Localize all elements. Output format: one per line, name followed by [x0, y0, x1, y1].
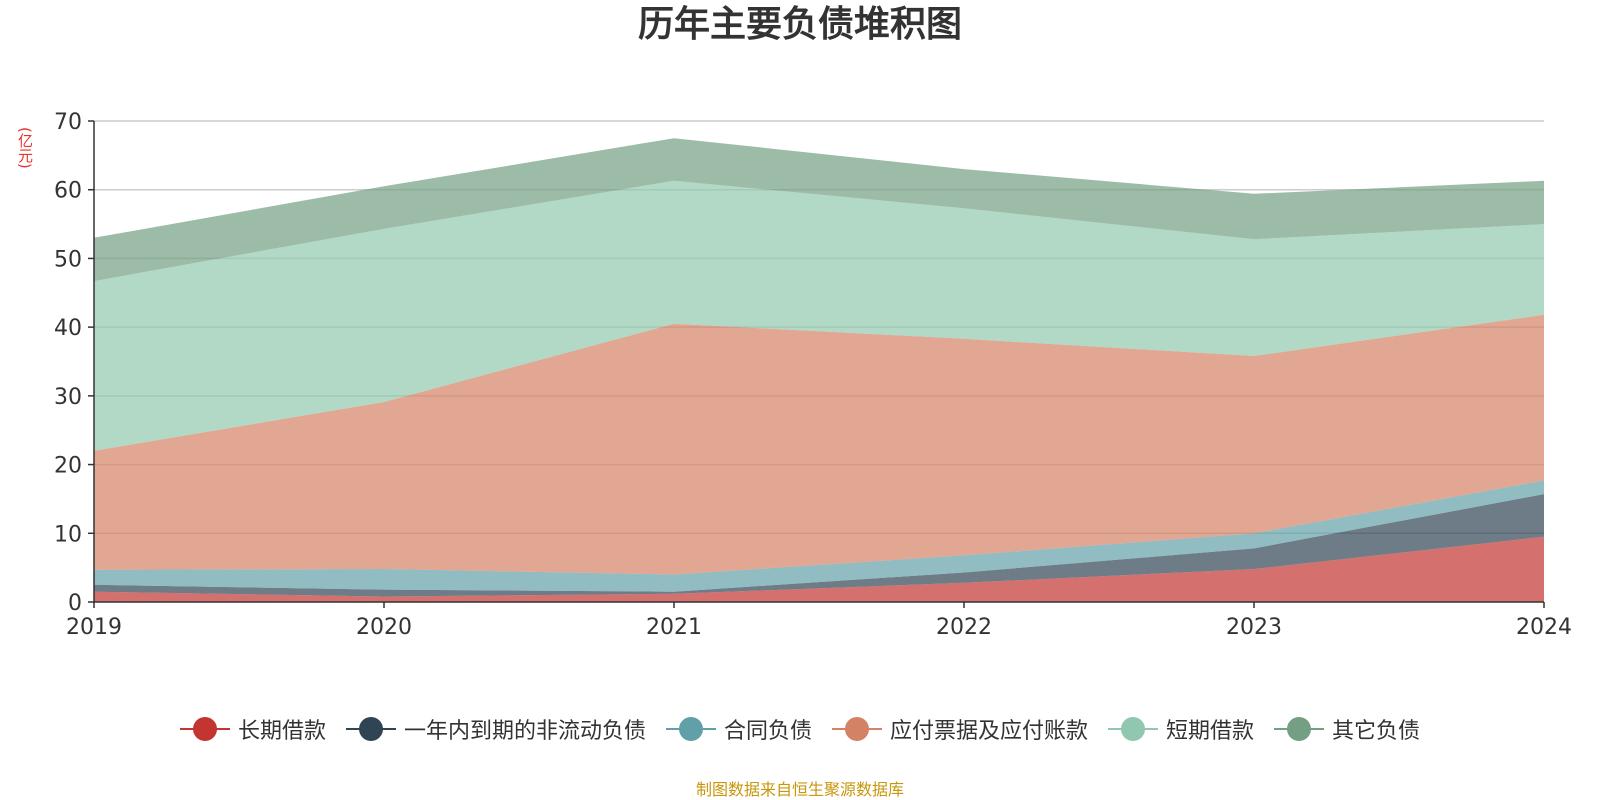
- area-series-2: [94, 494, 1544, 597]
- legend-item-2[interactable]: 一年内到期的非流动负债: [345, 713, 646, 745]
- y-tick-label: 0: [68, 591, 82, 616]
- legend-label: 应付票据及应付账款: [890, 719, 1089, 744]
- x-tick-label: 2022: [936, 615, 992, 640]
- stacked-areas: [94, 138, 1544, 602]
- source-note: 制图数据来自恒生聚源数据库: [695, 780, 904, 799]
- legend-marker-icon: [1108, 716, 1159, 742]
- y-tick-label: 70: [54, 110, 82, 135]
- y-tick-label: 50: [54, 247, 82, 272]
- x-tick-label: 2020: [356, 615, 412, 640]
- y-tick-label: 30: [54, 385, 82, 410]
- area-series-4: [94, 314, 1544, 575]
- legend-label: 长期借款: [237, 719, 326, 744]
- legend-item-4[interactable]: 应付票据及应付账款: [832, 713, 1088, 745]
- chart-title: 历年主要负债堆积图: [637, 4, 962, 45]
- legend-marker-icon: [832, 716, 882, 742]
- area-series-5: [94, 180, 1544, 451]
- legend-label: 一年内到期的非流动负债: [403, 719, 646, 744]
- y-tick-label: 60: [54, 179, 82, 204]
- x-tick-label: 2024: [1516, 615, 1572, 640]
- legend-marker-icon: [665, 716, 716, 742]
- x-tick-label: 2019: [66, 615, 122, 640]
- legend-item-3[interactable]: 合同负债: [665, 713, 812, 745]
- y-tick-label: 10: [54, 522, 82, 547]
- legend-marker-icon: [179, 716, 230, 742]
- x-tick-label: 2023: [1226, 615, 1282, 640]
- legend-item-1[interactable]: 长期借款: [179, 713, 326, 745]
- legend-marker-icon: [1274, 716, 1325, 742]
- axes: 0 10 20 30 40 50 60 70 2019 2020 2021 2022 2023 2024: [54, 110, 1572, 640]
- legend-label: 短期借款: [1166, 719, 1255, 744]
- legend-item-6[interactable]: 其它负债: [1274, 713, 1420, 745]
- legend-label: 合同负债: [723, 719, 812, 744]
- legend-label: 其它负债: [1332, 719, 1421, 744]
- y-axis-unit: (亿元): [16, 127, 34, 169]
- legend-marker-icon: [345, 716, 396, 742]
- legend-item-5[interactable]: 短期借款: [1108, 713, 1254, 745]
- x-tick-label: 2021: [646, 615, 702, 640]
- area-series-3: [94, 480, 1544, 592]
- y-tick-label: 40: [54, 316, 82, 341]
- y-tick-label: 20: [54, 454, 82, 479]
- area-series-1: [94, 536, 1544, 602]
- area-series-6: [94, 138, 1544, 282]
- legend: 长期借款 一年内到期的非流动负债 合同负债 应付票据及应付账款 短期借款 其它负债: [0, 713, 1600, 745]
